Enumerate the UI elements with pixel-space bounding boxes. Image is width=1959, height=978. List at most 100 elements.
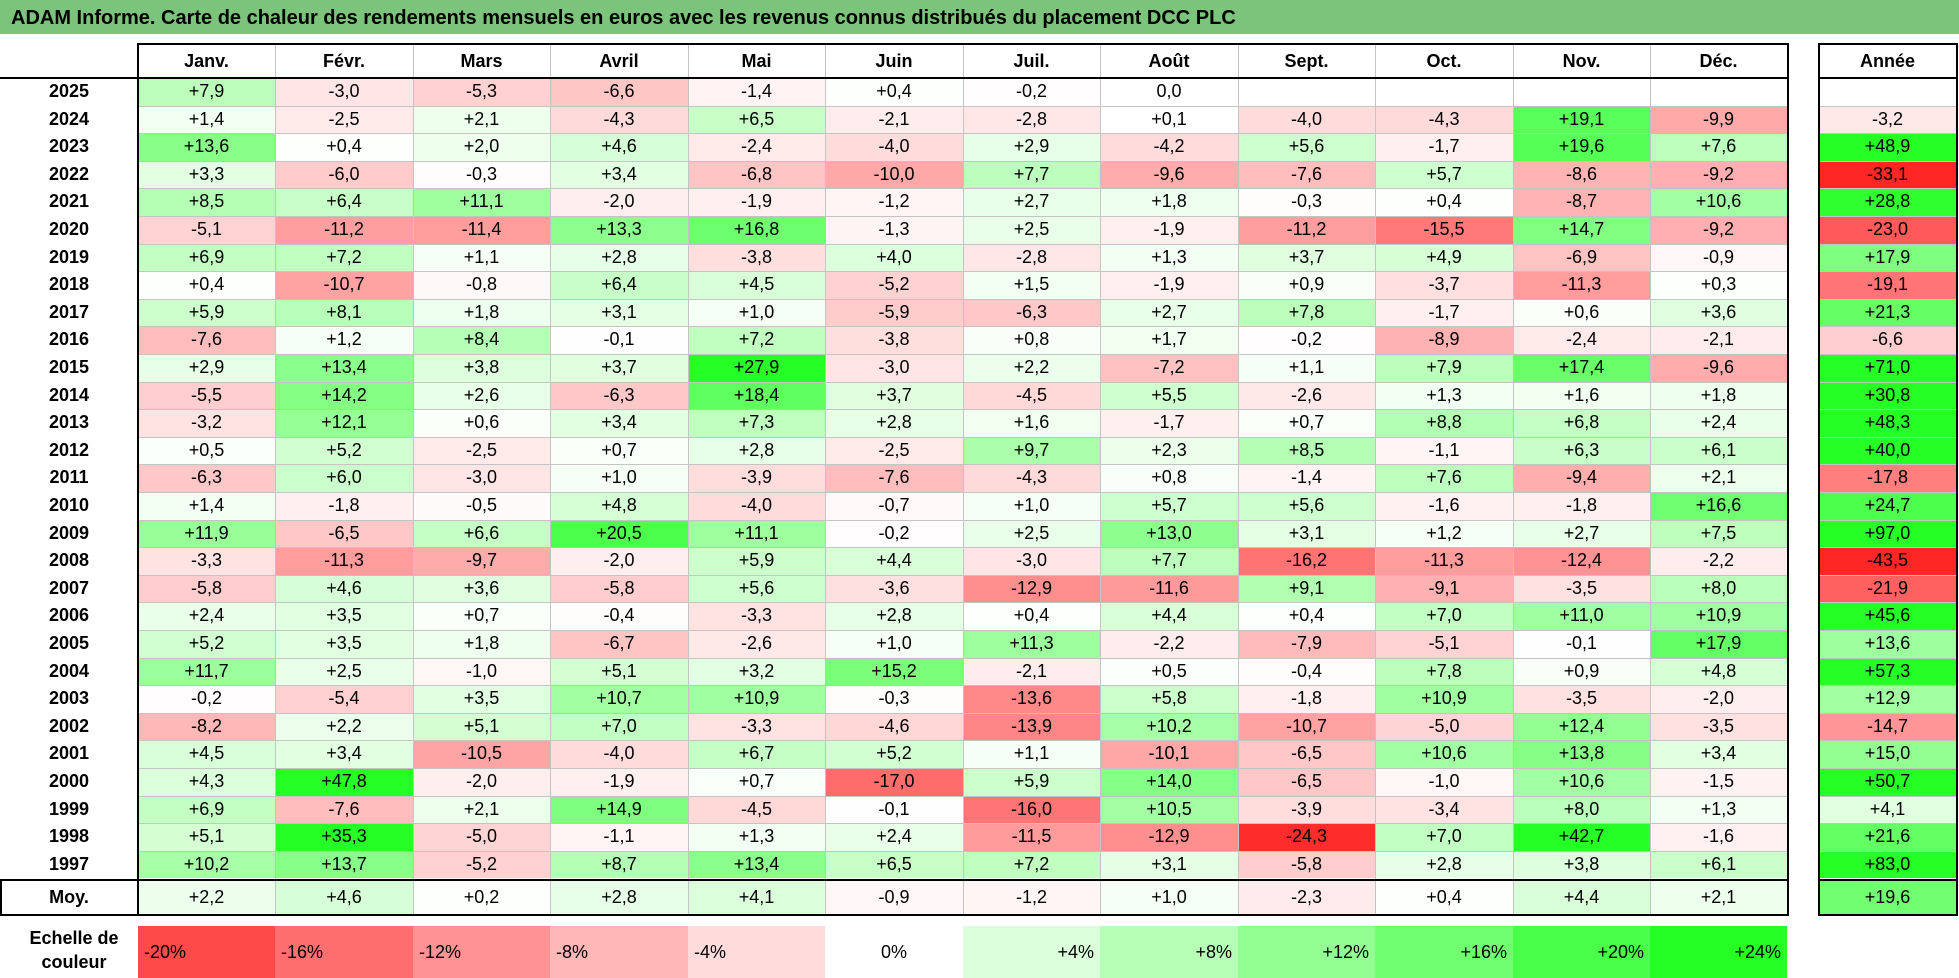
heatmap-cell: +17,9 [1650,630,1787,658]
heatmap-cell: +1,0 [688,298,825,327]
heatmap-cell: +7,2 [275,243,413,272]
heatmap-cell: +0,7 [688,768,825,796]
column-header: Déc. [1699,51,1738,71]
average-row-label: Moy. [49,887,89,907]
heatmap-cell: -12,9 [963,574,1100,603]
heatmap-cell: +1,4 [138,105,275,134]
heatmap-cell: +17,4 [1513,354,1650,382]
heatmap-cell: +2,4 [138,602,275,630]
heatmap-cell [1513,78,1650,106]
heatmap-cell: +2,0 [413,133,550,161]
annual-cell: -19,1 [1819,271,1956,299]
heatmap-cell: +2,6 [413,381,550,410]
legend-swatch: -16% [275,926,413,978]
heatmap-cell: -9,9 [1650,105,1787,134]
heatmap-cell: +1,4 [138,492,275,520]
heatmap-cell: -4,3 [1375,105,1513,134]
average-cell: +4,1 [688,881,825,914]
heatmap-cell: +5,5 [1100,381,1238,410]
average-cell: +2,8 [550,881,688,914]
heatmap-cell: -5,8 [138,574,275,603]
heatmap-cell: -10,7 [1238,712,1375,741]
heatmap-cell: +0,7 [550,436,688,465]
heatmap-cell: +7,7 [963,160,1100,189]
heatmap-cell: -1,7 [1100,409,1238,437]
heatmap-cell: -7,6 [138,326,275,354]
heatmap-cell: +0,9 [1513,657,1650,686]
heatmap-cell: +4,6 [550,133,688,161]
heatmap-cell: -3,0 [413,464,550,492]
heatmap-cell: +1,0 [963,492,1100,520]
heatmap-cell: +2,8 [825,602,963,630]
row-year-label: 2003 [48,688,90,709]
legend-swatch: -8% [550,926,688,978]
annual-cell: +4,1 [1819,795,1956,824]
annual-cell: +17,9 [1819,243,1956,272]
heatmap-cell: -2,1 [1650,326,1787,354]
heatmap-cell: +2,7 [1100,298,1238,327]
heatmap-cell: +2,1 [413,795,550,824]
heatmap-cell: -4,0 [550,740,688,768]
heatmap-cell: -2,2 [1100,630,1238,658]
heatmap-cell: +7,2 [963,850,1100,879]
heatmap-cell: -6,5 [1238,768,1375,796]
heatmap-cell: +10,6 [1375,740,1513,768]
heatmap-cell: +9,1 [1238,574,1375,603]
row-year-label: 2019 [48,246,90,267]
row-year-label: 2007 [48,577,90,598]
heatmap-cell: -6,9 [1513,243,1650,272]
annual-cell: +48,3 [1819,409,1956,437]
heatmap-cell: +7,2 [688,326,825,354]
heatmap-cell: -7,9 [1238,630,1375,658]
heatmap-cell: +0,7 [1238,409,1375,437]
heatmap-cell: +6,7 [688,740,825,768]
heatmap-cell: -11,3 [1375,547,1513,575]
heatmap-cell: -0,5 [413,492,550,520]
average-cell: +4,6 [275,881,413,914]
heatmap-cell: +0,4 [1375,188,1513,216]
heatmap-cell: -3,9 [688,464,825,492]
row-year-label: 2002 [48,715,90,736]
heatmap-cell: +3,1 [1100,850,1238,879]
row-year-label: 2011 [49,467,89,488]
annual-cell: +83,0 [1819,850,1956,879]
heatmap-cell: -11,3 [275,547,413,575]
heatmap-cell: -5,1 [1375,630,1513,658]
heatmap-cell: +0,1 [1100,105,1238,134]
heatmap-cell: -3,5 [1513,685,1650,713]
heatmap-cell: +13,7 [275,850,413,879]
heatmap-cell: -3,0 [275,78,413,106]
average-cell: +0,4 [1375,881,1513,914]
heatmap-cell: +4,9 [1375,243,1513,272]
annual-cell: -33,1 [1819,160,1956,189]
average-cell: +0,2 [413,881,550,914]
legend-swatch: +16% [1375,926,1513,978]
heatmap-cell: +2,8 [825,409,963,437]
heatmap-cell: -3,8 [825,326,963,354]
heatmap-cell: +2,1 [1650,464,1787,492]
row-year-label: 2012 [48,439,90,460]
row-year-label: 2018 [48,274,90,295]
heatmap-cell: +15,2 [825,657,963,686]
heatmap-cell: -4,3 [963,464,1100,492]
heatmap-cell: +3,5 [413,685,550,713]
heatmap-cell: +12,1 [275,409,413,437]
heatmap-cell: +1,1 [963,740,1100,768]
heatmap-cell: -16,0 [963,795,1100,824]
column-header: Juin [875,51,913,71]
heatmap-cell: +14,2 [275,381,413,410]
heatmap-cell: +0,8 [1100,464,1238,492]
heatmap-cell: +13,0 [1100,519,1238,548]
heatmap-cell [1650,78,1787,106]
heatmap-cell: -1,3 [825,216,963,244]
heatmap-cell: +0,6 [1513,298,1650,327]
heatmap-cell: -11,5 [963,823,1100,851]
average-cell: +2,1 [1650,881,1787,914]
heatmap-cell: +5,6 [1238,133,1375,161]
heatmap-cell: +6,4 [275,188,413,216]
heatmap-cell: -1,9 [550,768,688,796]
heatmap-cell: +7,8 [1375,657,1513,686]
heatmap-cell: -8,9 [1375,326,1513,354]
heatmap-cell: +1,6 [1513,381,1650,410]
heatmap-cell: +0,5 [1100,657,1238,686]
